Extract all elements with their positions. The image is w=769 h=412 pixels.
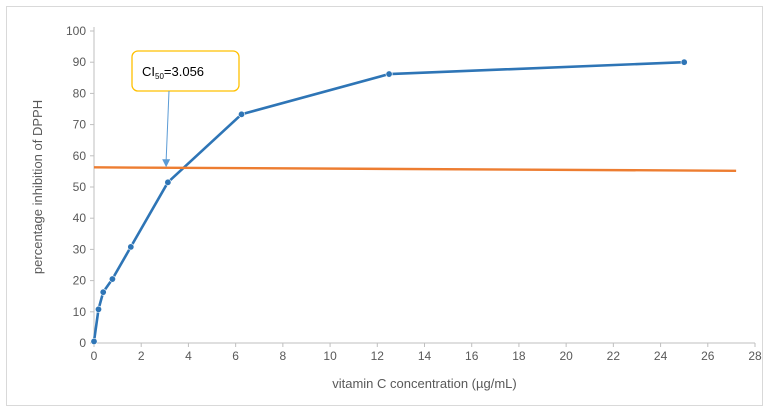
data-point [94, 305, 102, 313]
data-point [99, 288, 107, 296]
y-tick-label: 90 [73, 55, 87, 69]
callout-arrow-head [162, 159, 171, 168]
x-tick-label: 26 [701, 349, 715, 363]
y-tick-label: 80 [73, 86, 87, 100]
y-tick-label: 50 [73, 180, 87, 194]
tick-labels: 0 2 4 6 8 10 12 14 16 18 20 22 24 26 28010203040506070… [66, 24, 762, 363]
y-tick-label: 10 [73, 305, 87, 319]
x-tick-label: 2 [138, 349, 145, 363]
y-tick-label: 30 [73, 242, 87, 256]
x-tick-label: 16 [465, 349, 479, 363]
x-tick-label: 18 [512, 349, 526, 363]
data-point [90, 337, 98, 345]
y-tick-label: 20 [73, 274, 87, 288]
callout-ci-text: CI [142, 64, 155, 79]
data-point [127, 243, 135, 251]
inhibition-series-line [92, 60, 685, 342]
x-tick-label: 22 [607, 349, 621, 363]
x-tick-label: 24 [654, 349, 668, 363]
series-layer [90, 58, 737, 345]
axes [90, 27, 756, 347]
x-tick-label: 6 [232, 349, 239, 363]
callout-label: CI50=3.056 [142, 64, 204, 81]
data-point [108, 275, 116, 283]
callout-value: =3.056 [164, 64, 204, 79]
x-tick-label: 12 [371, 349, 385, 363]
data-point [164, 178, 172, 186]
annotation: CI50=3.056 [131, 50, 240, 168]
y-tick-label: 100 [66, 24, 86, 38]
y-tick-label: 40 [73, 211, 87, 225]
x-tick-label: 20 [559, 349, 573, 363]
y-tick-label: 0 [79, 336, 86, 350]
chart-frame: 0 2 4 6 8 10 12 14 16 18 20 22 24 26 28 0 10 20 30 40 50 60 70… [6, 6, 763, 406]
x-tick-label: 0 [91, 349, 98, 363]
ci50-reference-line [93, 166, 737, 172]
x-tick-label: 14 [418, 349, 432, 363]
x-tick-label: 10 [323, 349, 337, 363]
x-axis-title: vitamin C concentration (µg/mL) [332, 376, 517, 391]
data-point [385, 70, 393, 78]
y-tick-label: 70 [73, 118, 87, 132]
line-chart: 0 2 4 6 8 10 12 14 16 18 20 22 24 26 28010203040506070… [30, 24, 762, 391]
x-tick-label: 28 [748, 349, 762, 363]
x-tick-label: 4 [185, 349, 192, 363]
data-point [680, 58, 688, 66]
callout-box [131, 50, 240, 92]
callout-subscript: 50 [155, 72, 164, 81]
x-tick-label: 8 [280, 349, 287, 363]
y-axis-title: percentage inhibition of DPPH [30, 100, 45, 274]
callout-arrow-line [165, 90, 170, 161]
y-tick-label: 60 [73, 149, 87, 163]
data-point [238, 110, 246, 118]
